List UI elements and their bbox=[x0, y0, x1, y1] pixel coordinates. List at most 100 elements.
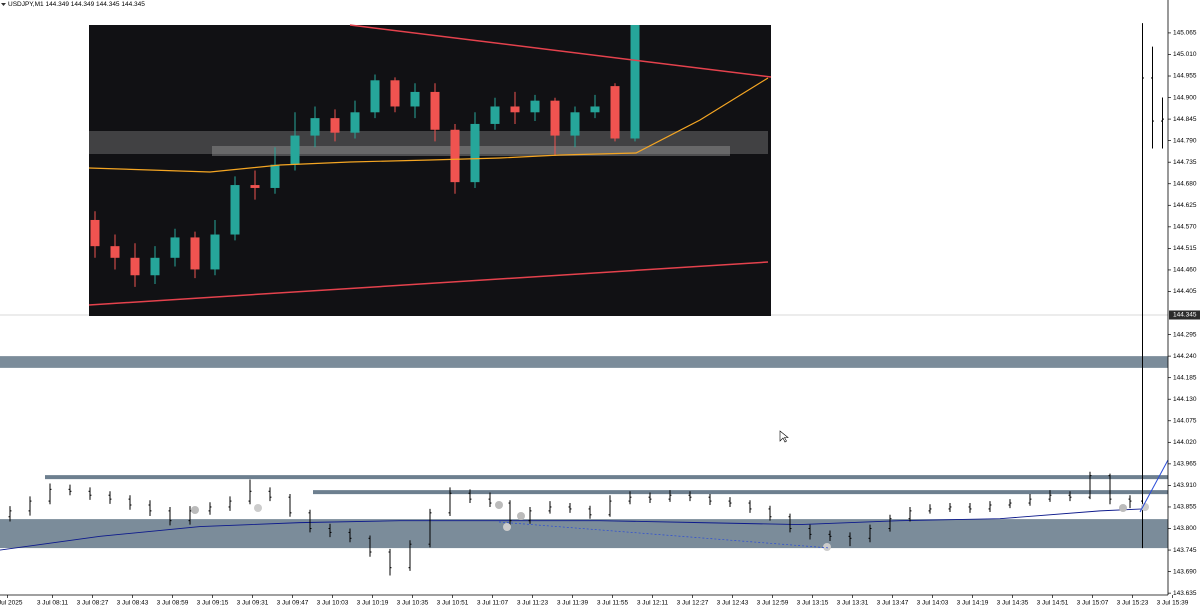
x-tick-label: 3 Jul 14:51 bbox=[1037, 600, 1069, 607]
candle-body bbox=[110, 246, 120, 258]
x-tick-label: 3 Jul 08:59 bbox=[157, 600, 189, 607]
y-tick-label: 145.065 bbox=[1173, 30, 1197, 37]
y-tick-label: 144.295 bbox=[1173, 331, 1197, 338]
y-tick-label: 144.515 bbox=[1173, 245, 1197, 252]
moving-average bbox=[0, 508, 1143, 551]
candle-body bbox=[410, 91, 420, 107]
y-tick-label: 144.680 bbox=[1173, 180, 1197, 187]
annotations bbox=[191, 430, 1169, 551]
x-tick-label: 3 Jul 12:59 bbox=[757, 600, 789, 607]
y-tick-label: 144.625 bbox=[1173, 202, 1197, 209]
y-tick-label: 143.965 bbox=[1173, 461, 1197, 468]
drawn-line bbox=[498, 521, 831, 549]
y-tick-label: 144.020 bbox=[1173, 439, 1197, 446]
candle-body bbox=[310, 118, 320, 136]
trendline bbox=[88, 261, 769, 306]
x-tick-label: 3 Jul 11:07 bbox=[477, 600, 509, 607]
x-tick-label: 3 Jul 13:47 bbox=[877, 600, 909, 607]
last-price-box bbox=[1169, 310, 1200, 320]
x-tick-label: 3 Jul 09:31 bbox=[237, 600, 269, 607]
candle-body bbox=[450, 129, 460, 183]
y-tick-label: 145.010 bbox=[1173, 51, 1197, 58]
trendline bbox=[349, 24, 772, 78]
candle-body bbox=[350, 112, 360, 133]
x-tick-label: 3 Jul 08:27 bbox=[77, 600, 109, 607]
candle-body bbox=[590, 106, 600, 113]
candle-body bbox=[270, 164, 280, 188]
candle-body bbox=[390, 80, 400, 107]
inset-candles bbox=[90, 25, 640, 287]
x-tick-label: 3 Jul 11:55 bbox=[597, 600, 629, 607]
x-tick-label: 3 Jul 13:15 bbox=[797, 600, 829, 607]
inset-moving-average bbox=[88, 77, 769, 173]
x-tick-label: 3 Jul 14:35 bbox=[997, 600, 1029, 607]
marker bbox=[823, 543, 831, 551]
x-tick-label: 3 Jul 12:43 bbox=[717, 600, 749, 607]
y-tick-label: 144.075 bbox=[1173, 417, 1197, 424]
marker bbox=[517, 512, 525, 520]
x-tick-label: 3 Jul 11:39 bbox=[557, 600, 589, 607]
candle-body bbox=[90, 219, 100, 247]
y-tick-label: 144.570 bbox=[1173, 224, 1197, 231]
candle-body bbox=[530, 100, 540, 113]
candle-body bbox=[210, 234, 220, 270]
x-tick-label: 3 Jul 15:07 bbox=[1077, 600, 1109, 607]
inset-screenshot bbox=[89, 25, 771, 316]
x-tick-label: 3 Jul 10:19 bbox=[357, 600, 389, 607]
y-tick-label: 144.405 bbox=[1173, 288, 1197, 295]
x-tick-label: 3 Jul 12:11 bbox=[637, 600, 669, 607]
x-tick-label: 3 Jul 10:03 bbox=[317, 600, 349, 607]
x-tick-label: 3 Jul 08:11 bbox=[37, 600, 69, 607]
y-tick-label: 144.900 bbox=[1173, 94, 1197, 101]
y-tick-label: 143.855 bbox=[1173, 504, 1197, 511]
mouse-cursor bbox=[779, 430, 789, 443]
y-tick-label: 143.635 bbox=[1173, 590, 1197, 597]
main-plot bbox=[0, 23, 1168, 576]
y-tick-label: 144.130 bbox=[1173, 396, 1197, 403]
candle-body bbox=[290, 135, 300, 165]
candle-body bbox=[550, 100, 560, 136]
candle-body bbox=[170, 237, 180, 258]
y-tick-label: 144.735 bbox=[1173, 159, 1197, 166]
x-tick-label: 3 Jul 15:23 bbox=[1117, 600, 1149, 607]
marker bbox=[495, 501, 503, 509]
x-tick-label: 3 Jul 14:19 bbox=[957, 600, 989, 607]
y-tick-label: 144.460 bbox=[1173, 267, 1197, 274]
candle-body bbox=[470, 123, 480, 183]
y-tick-label: 144.955 bbox=[1173, 73, 1197, 80]
x-tick-label: 3 Jul 15:39 bbox=[1157, 600, 1189, 607]
x-tick-label: 3 Jul 09:15 bbox=[197, 600, 229, 607]
x-tick-label: 3 Jul 14:03 bbox=[917, 600, 949, 607]
y-tick-label: 143.690 bbox=[1173, 568, 1197, 575]
candle-body bbox=[230, 185, 240, 235]
inset-drawings bbox=[88, 24, 772, 306]
y-tick-label: 144.845 bbox=[1173, 116, 1197, 123]
price-zone bbox=[0, 519, 1168, 549]
candle-body bbox=[150, 257, 160, 276]
candle-body bbox=[370, 80, 380, 113]
symbol-header: USDJPY,M1 144.349 144.349 144.345 144.34… bbox=[8, 1, 145, 8]
menu-arrow[interactable] bbox=[1, 3, 6, 6]
price-zone bbox=[0, 356, 1168, 368]
y-tick-label: 144.790 bbox=[1173, 137, 1197, 144]
candle-body bbox=[490, 106, 500, 124]
x-tick-label: 3 Jul 10:35 bbox=[397, 600, 429, 607]
x-tick-label: 3 Jul 12:27 bbox=[677, 600, 709, 607]
y-tick-label: 143.910 bbox=[1173, 482, 1197, 489]
candle-body bbox=[330, 118, 340, 133]
candle-body bbox=[630, 25, 640, 139]
drawn-line bbox=[1139, 459, 1169, 513]
inset-background bbox=[89, 25, 771, 316]
x-tick-label: 3 Jul 10:51 bbox=[437, 600, 469, 607]
x-tick-label: 3 Jul 09:47 bbox=[277, 600, 309, 607]
marker bbox=[1119, 504, 1127, 512]
y-tick-label: 144.240 bbox=[1173, 353, 1197, 360]
marker bbox=[254, 504, 262, 512]
marker bbox=[191, 506, 199, 514]
x-tick-label: 3 Jul 2025 bbox=[0, 600, 23, 607]
inset-zone bbox=[89, 131, 768, 154]
candle-body bbox=[610, 86, 620, 139]
